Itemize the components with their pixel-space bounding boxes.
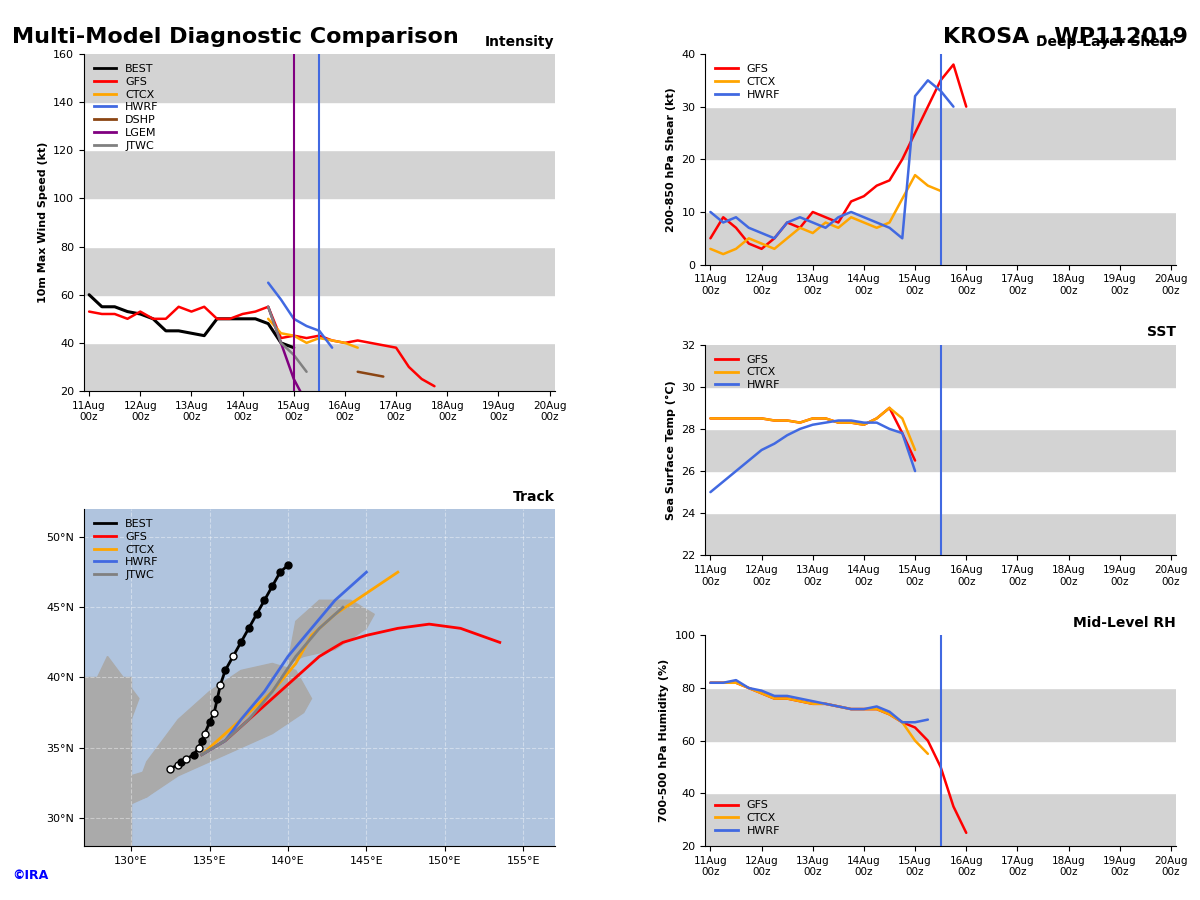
- Legend: GFS, CTCX, HWRF: GFS, CTCX, HWRF: [710, 59, 785, 104]
- Text: ©IRA: ©IRA: [12, 869, 48, 882]
- Y-axis label: 700-500 hPa Humidity (%): 700-500 hPa Humidity (%): [659, 659, 670, 823]
- Legend: GFS, CTCX, HWRF: GFS, CTCX, HWRF: [710, 350, 785, 395]
- Text: Multi-Model Diagnostic Comparison: Multi-Model Diagnostic Comparison: [12, 27, 458, 47]
- Bar: [706, 471, 1176, 513]
- Text: Track: Track: [512, 490, 554, 504]
- Bar: [84, 102, 554, 150]
- Bar: [706, 54, 1176, 107]
- Bar: [706, 793, 1176, 846]
- Y-axis label: 200-850 hPa Shear (kt): 200-850 hPa Shear (kt): [666, 87, 676, 231]
- Y-axis label: 10m Max Wind Speed (kt): 10m Max Wind Speed (kt): [37, 142, 48, 303]
- Bar: [84, 150, 554, 198]
- Legend: BEST, GFS, CTCX, HWRF, DSHP, LGEM, JTWC: BEST, GFS, CTCX, HWRF, DSHP, LGEM, JTWC: [90, 59, 163, 155]
- Bar: [706, 387, 1176, 429]
- Text: SST: SST: [1147, 325, 1176, 339]
- Bar: [84, 198, 554, 247]
- Polygon shape: [84, 678, 131, 846]
- Bar: [84, 343, 554, 391]
- Polygon shape: [288, 600, 374, 663]
- Bar: [706, 635, 1176, 688]
- Bar: [84, 294, 554, 343]
- Bar: [706, 513, 1176, 555]
- Y-axis label: Sea Surface Temp (°C): Sea Surface Temp (°C): [666, 380, 676, 520]
- Bar: [84, 247, 554, 294]
- Polygon shape: [170, 755, 202, 769]
- Polygon shape: [68, 656, 139, 761]
- Text: Deep-Layer Shear: Deep-Layer Shear: [1036, 35, 1176, 49]
- Text: Mid-Level RH: Mid-Level RH: [1073, 616, 1176, 630]
- Polygon shape: [131, 663, 312, 804]
- Text: Intensity: Intensity: [485, 35, 554, 49]
- Bar: [706, 345, 1176, 387]
- Bar: [706, 429, 1176, 471]
- Bar: [706, 212, 1176, 265]
- Bar: [706, 688, 1176, 741]
- Bar: [706, 741, 1176, 793]
- Bar: [706, 107, 1176, 159]
- Bar: [84, 54, 554, 102]
- Legend: BEST, GFS, CTCX, HWRF, JTWC: BEST, GFS, CTCX, HWRF, JTWC: [90, 515, 163, 584]
- Bar: [706, 159, 1176, 212]
- Polygon shape: [124, 769, 162, 804]
- Legend: GFS, CTCX, HWRF: GFS, CTCX, HWRF: [710, 796, 785, 841]
- Text: KROSA - WP112019: KROSA - WP112019: [943, 27, 1188, 47]
